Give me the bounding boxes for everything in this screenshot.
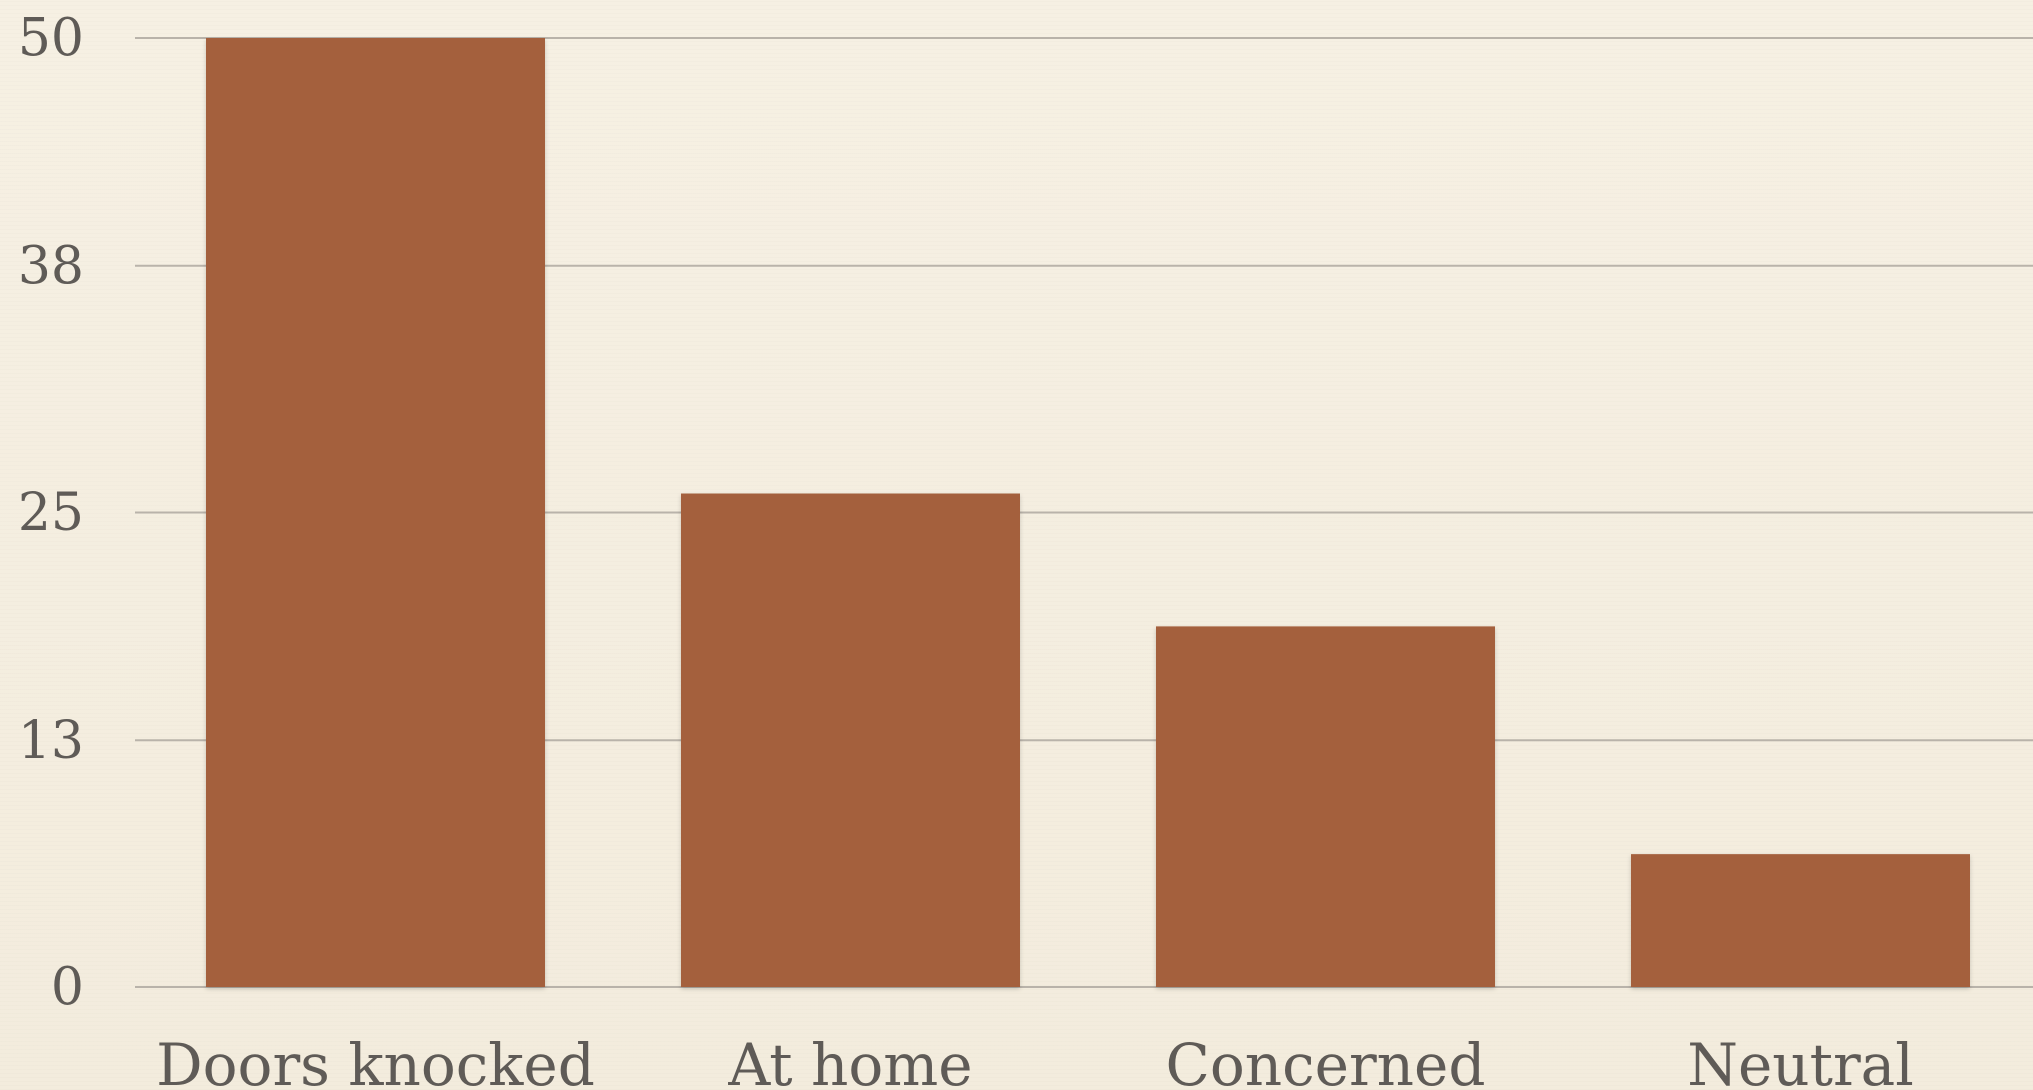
x-axis-category-labels: Doors knocked At home Concerned Neutral (156, 1031, 1914, 1090)
y-tick-label: 38 (18, 236, 84, 296)
bar-concerned (1156, 626, 1495, 987)
category-label: Concerned (1166, 1031, 1486, 1090)
y-tick-label: 13 (18, 711, 84, 771)
y-axis-tick-labels: 0 13 25 38 50 (18, 9, 84, 1018)
bar-doors-knocked (206, 38, 545, 987)
y-tick-label: 50 (18, 9, 84, 69)
y-tick-label: 25 (18, 483, 84, 543)
category-label: Doors knocked (156, 1031, 595, 1090)
bar-neutral (1631, 854, 1970, 987)
category-label: Neutral (1687, 1031, 1914, 1090)
bars (206, 38, 1970, 987)
bar-at-home (681, 493, 1020, 987)
y-tick-label: 0 (51, 958, 84, 1018)
category-label: At home (727, 1031, 972, 1090)
